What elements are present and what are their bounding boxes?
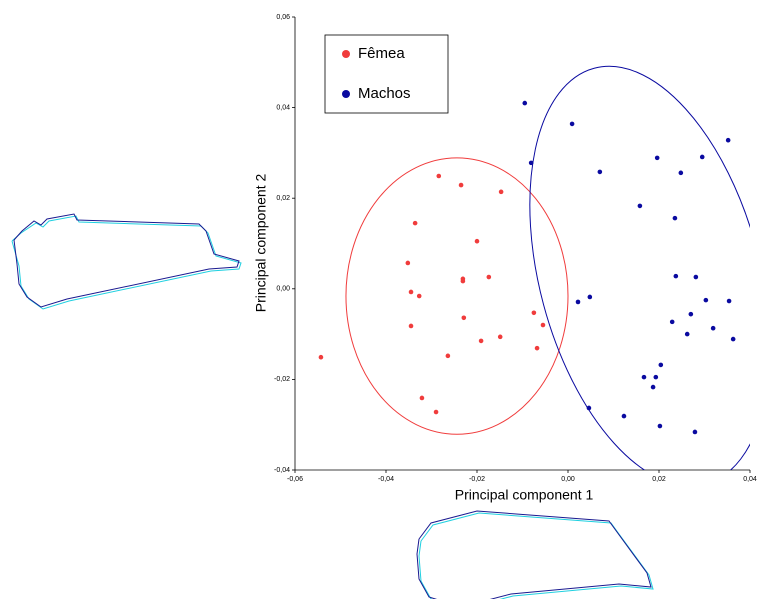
data-point	[641, 374, 647, 380]
legend-box	[324, 34, 449, 114]
y-tick-label: -0,02	[274, 376, 290, 383]
x-tick-label: 0,04	[743, 476, 757, 483]
data-point	[531, 310, 537, 316]
data-point	[318, 354, 324, 360]
y-tick-label: 0,04	[276, 104, 290, 111]
legend-text: Machos	[358, 85, 411, 102]
data-point	[458, 182, 464, 188]
data-point	[522, 100, 528, 106]
data-point	[498, 189, 504, 195]
data-point	[461, 315, 467, 321]
data-point	[693, 274, 699, 280]
data-point	[433, 409, 439, 415]
data-point	[673, 273, 679, 279]
x-tick-label: -0,02	[469, 476, 485, 483]
data-point	[621, 413, 627, 419]
data-point	[474, 238, 480, 244]
data-point	[419, 395, 425, 401]
y-tick-label: -0,04	[274, 467, 290, 474]
x-axis-label: Principal component 1	[455, 487, 594, 503]
data-point	[575, 299, 581, 305]
data-point	[637, 203, 643, 209]
data-point	[569, 121, 575, 127]
data-point	[405, 260, 411, 266]
x-tick-label: 0,00	[561, 476, 575, 483]
x-tick-label: 0,02	[652, 476, 666, 483]
legend-text: Fêmea	[358, 45, 405, 62]
data-point	[597, 169, 603, 175]
y-tick-label: 0,06	[276, 14, 290, 21]
data-point	[412, 220, 418, 226]
data-point	[703, 297, 709, 303]
data-point	[654, 155, 660, 161]
data-point	[699, 154, 705, 160]
data-point	[657, 423, 663, 429]
x-tick-label: -0,06	[287, 476, 303, 483]
y-axis-label: Principal component 2	[253, 174, 269, 313]
legend-marker	[342, 90, 350, 98]
data-point	[710, 325, 716, 331]
plot-area	[318, 65, 750, 470]
data-point	[730, 336, 736, 342]
data-point	[692, 429, 698, 435]
data-point	[726, 298, 732, 304]
data-point	[658, 362, 664, 368]
data-point	[672, 215, 678, 221]
data-point	[478, 338, 484, 344]
data-point	[653, 374, 659, 380]
data-point	[684, 331, 690, 337]
data-point	[678, 170, 684, 176]
data-point	[416, 293, 422, 299]
y-tick-label: 0,02	[276, 195, 290, 202]
confidence-ellipse	[529, 65, 750, 470]
legend-marker	[342, 50, 350, 58]
data-point	[460, 278, 466, 284]
data-point	[688, 311, 694, 317]
data-point	[436, 173, 442, 179]
y-tick-label: 0,00	[276, 286, 290, 293]
shape-outline-bottom	[416, 510, 654, 599]
shape-outline-left	[11, 213, 242, 310]
data-point	[586, 405, 592, 411]
data-point	[408, 323, 414, 329]
confidence-ellipse	[345, 157, 569, 435]
x-tick-label: -0,04	[378, 476, 394, 483]
data-point	[408, 289, 414, 295]
data-point	[486, 274, 492, 280]
data-point	[725, 137, 731, 143]
data-point	[650, 384, 656, 390]
data-point	[497, 334, 503, 340]
data-point	[445, 353, 451, 359]
data-point	[528, 160, 534, 166]
data-point	[587, 294, 593, 300]
data-point	[669, 319, 675, 325]
data-point	[540, 322, 546, 328]
data-point	[534, 345, 540, 351]
